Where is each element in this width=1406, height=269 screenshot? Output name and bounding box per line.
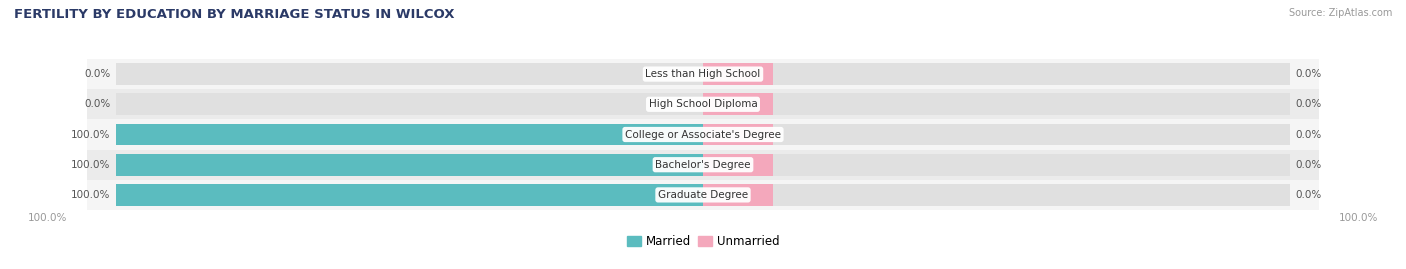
Text: 0.0%: 0.0% [84, 99, 110, 109]
Bar [703, 154, 773, 176]
Bar [117, 63, 1289, 85]
Text: FERTILITY BY EDUCATION BY MARRIAGE STATUS IN WILCOX: FERTILITY BY EDUCATION BY MARRIAGE STATU… [14, 8, 454, 21]
Text: Source: ZipAtlas.com: Source: ZipAtlas.com [1288, 8, 1392, 18]
Text: Less than High School: Less than High School [645, 69, 761, 79]
Text: High School Diploma: High School Diploma [648, 99, 758, 109]
Bar [117, 154, 703, 176]
Text: 100.0%: 100.0% [1339, 214, 1378, 224]
Text: 100.0%: 100.0% [70, 190, 110, 200]
Bar [117, 124, 1289, 145]
Bar [703, 184, 773, 206]
Text: 0.0%: 0.0% [1296, 99, 1322, 109]
Text: 0.0%: 0.0% [1296, 160, 1322, 170]
Text: 100.0%: 100.0% [70, 160, 110, 170]
Bar [87, 180, 1319, 210]
Bar [87, 59, 1319, 89]
Bar [117, 184, 1289, 206]
Text: 0.0%: 0.0% [1296, 190, 1322, 200]
Bar [703, 124, 773, 145]
Legend: Married, Unmarried: Married, Unmarried [621, 230, 785, 253]
Text: 0.0%: 0.0% [1296, 129, 1322, 140]
Text: Graduate Degree: Graduate Degree [658, 190, 748, 200]
Bar [117, 93, 1289, 115]
Text: 0.0%: 0.0% [84, 69, 110, 79]
Bar [117, 184, 703, 206]
Text: 0.0%: 0.0% [1296, 69, 1322, 79]
Text: College or Associate's Degree: College or Associate's Degree [626, 129, 780, 140]
Bar [87, 89, 1319, 119]
Text: 100.0%: 100.0% [70, 129, 110, 140]
Bar [117, 154, 1289, 176]
Text: Bachelor's Degree: Bachelor's Degree [655, 160, 751, 170]
Bar [703, 63, 773, 85]
Text: 100.0%: 100.0% [28, 214, 67, 224]
Bar [703, 93, 773, 115]
Bar [117, 124, 703, 145]
Bar [87, 119, 1319, 150]
Bar [87, 150, 1319, 180]
